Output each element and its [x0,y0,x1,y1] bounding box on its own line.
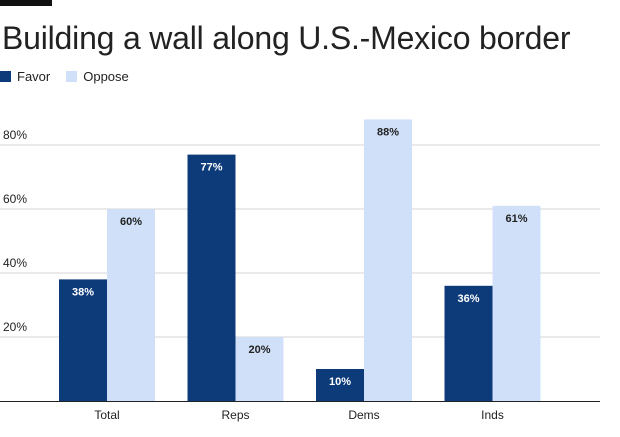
y-tick-label: 40% [3,256,27,270]
bar-value-label: 36% [457,293,479,305]
bar-value-label: 10% [329,376,351,388]
top-accent-rule [0,0,52,6]
legend: Favor Oppose [0,67,145,85]
legend-item-favor: Favor [0,69,50,84]
bar-value-label: 77% [200,162,222,174]
bar-oppose [235,337,284,401]
x-category-label: Total [94,408,119,422]
bar-oppose [492,205,541,401]
bar-value-label: 20% [248,344,270,356]
bar-value-label: 60% [120,216,142,228]
bar-value-label: 61% [505,213,527,225]
y-tick-label: 80% [3,128,27,142]
bar-value-label: 88% [377,126,399,138]
legend-swatch-oppose [66,70,78,82]
legend-label-favor: Favor [17,68,51,84]
bar-oppose [107,209,155,401]
x-category-label: Reps [221,408,249,422]
bar-favor [187,154,236,401]
chart-title: Building a wall along U.S.-Mexico border [2,20,571,56]
y-tick-label: 60% [3,192,27,206]
bar-oppose [364,119,412,402]
x-category-label: Dems [348,408,379,422]
bar-favor [59,279,107,401]
bar-favor [444,285,493,401]
y-tick-label: 20% [3,320,27,334]
legend-label-oppose: Oppose [83,68,129,84]
x-category-label: Inds [481,408,504,422]
legend-item-oppose: Oppose [66,69,129,84]
legend-swatch-favor [0,70,11,82]
bar-value-label: 38% [72,286,94,298]
bar-favor [316,369,364,401]
